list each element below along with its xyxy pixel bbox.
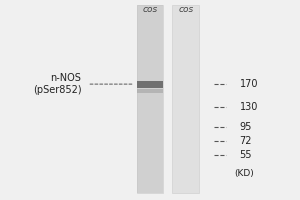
Text: (KD): (KD) bbox=[234, 169, 254, 178]
Text: n-NOS
(pSer852): n-NOS (pSer852) bbox=[33, 73, 81, 95]
Bar bbox=[136, 89, 164, 93]
Text: 72: 72 bbox=[240, 136, 252, 146]
Text: cos: cos bbox=[142, 5, 158, 14]
Text: 130: 130 bbox=[240, 102, 258, 112]
Text: cos: cos bbox=[178, 5, 194, 14]
Text: 170: 170 bbox=[240, 79, 258, 89]
Bar bbox=[136, 5, 164, 193]
Text: 55: 55 bbox=[240, 150, 252, 160]
Bar bbox=[136, 5, 164, 193]
Bar bbox=[172, 5, 199, 193]
Text: 95: 95 bbox=[240, 122, 252, 132]
Bar bbox=[136, 81, 164, 88]
